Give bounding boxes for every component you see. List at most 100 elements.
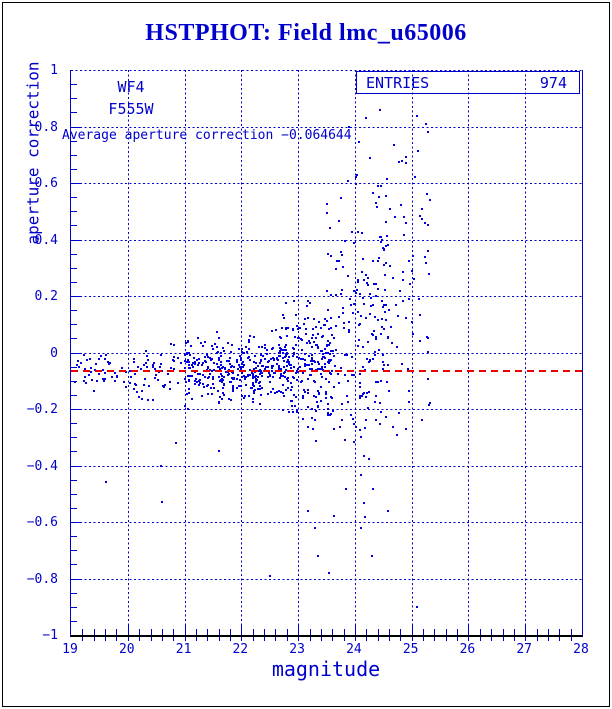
scatter-point <box>284 348 287 351</box>
x-minor-tick <box>105 629 107 635</box>
scatter-point <box>326 408 329 411</box>
y-minor-tick <box>71 493 77 495</box>
x-minor-tick <box>570 629 572 635</box>
x-tick-label: 22 <box>232 642 249 657</box>
scatter-point <box>240 363 243 366</box>
scatter-point <box>161 384 164 387</box>
x-outer-tick <box>82 637 84 641</box>
scatter-point <box>343 321 345 324</box>
scatter-point <box>392 144 395 146</box>
scatter-point <box>359 293 362 296</box>
scatter-point <box>321 335 324 337</box>
x-minor-tick <box>150 629 152 635</box>
scatter-point <box>183 377 186 380</box>
scatter-point <box>286 387 289 390</box>
scatter-point <box>221 397 224 400</box>
scatter-point <box>285 327 288 330</box>
y-minor-tick <box>71 606 77 608</box>
scatter-point <box>221 374 224 377</box>
scatter-point <box>348 298 351 301</box>
scatter-point <box>370 554 373 557</box>
camera-label: WF4 <box>117 78 145 96</box>
gridline-v <box>127 70 129 635</box>
scatter-point <box>259 403 262 406</box>
scatter-point <box>344 438 347 441</box>
scatter-point <box>221 391 224 394</box>
scatter-point <box>319 367 322 370</box>
scatter-point <box>128 381 131 384</box>
scatter-point <box>205 368 208 371</box>
y-tick-label: −1 <box>42 628 58 643</box>
scatter-point <box>292 376 295 379</box>
scatter-point <box>255 374 258 377</box>
scatter-point <box>185 352 188 355</box>
scatter-point <box>345 488 348 490</box>
scatter-point <box>297 337 300 340</box>
scatter-point <box>307 377 310 380</box>
scatter-point <box>405 221 408 224</box>
scatter-point <box>169 380 171 383</box>
scatter-point <box>329 342 332 345</box>
scatter-point <box>218 400 221 403</box>
entries-value: 974 <box>539 73 567 92</box>
scatter-point <box>158 365 161 368</box>
scatter-point <box>221 378 224 381</box>
scatter-point <box>326 351 329 354</box>
scatter-point <box>209 386 212 389</box>
scatter-point <box>354 292 357 295</box>
scatter-point <box>191 362 194 365</box>
scatter-point <box>385 178 388 180</box>
scatter-point <box>364 274 367 277</box>
scatter-point <box>103 380 106 382</box>
scatter-point <box>426 350 429 353</box>
scatter-point <box>123 380 126 383</box>
scatter-point <box>316 367 319 370</box>
scatter-point <box>240 350 243 353</box>
scatter-point <box>247 338 250 341</box>
scatter-point <box>315 409 318 412</box>
scatter-point <box>374 380 377 383</box>
scatter-point <box>404 156 407 159</box>
y-tick-label: 1 <box>50 63 58 78</box>
x-minor-tick <box>536 629 538 635</box>
scatter-point <box>269 358 272 361</box>
x-tick-label: 21 <box>175 642 192 657</box>
scatter-point <box>236 367 239 370</box>
scatter-point <box>296 411 299 414</box>
scatter-point <box>270 347 273 350</box>
scatter-point <box>288 363 291 366</box>
scatter-point <box>284 368 287 371</box>
scatter-point <box>76 363 78 366</box>
scatter-point <box>338 382 341 385</box>
scatter-point <box>354 182 357 185</box>
scatter-point <box>411 332 414 335</box>
scatter-point <box>321 375 324 378</box>
scatter-point <box>427 249 430 252</box>
scatter-point <box>379 401 381 404</box>
scatter-point <box>285 355 288 358</box>
scatter-point <box>241 376 244 379</box>
scatter-point <box>129 375 132 378</box>
gridline-h <box>71 522 582 523</box>
y-major-tick <box>71 409 81 410</box>
scatter-point <box>425 335 428 338</box>
x-outer-tick <box>241 637 243 641</box>
scatter-point <box>225 359 228 362</box>
gridline-h <box>71 70 582 71</box>
x-outer-tick <box>161 637 163 641</box>
scatter-point <box>384 416 387 419</box>
scatter-point <box>304 327 307 330</box>
scatter-point <box>266 375 269 378</box>
scatter-point <box>113 380 116 383</box>
scatter-point <box>375 395 378 398</box>
scatter-point <box>282 314 285 317</box>
x-minor-tick <box>320 629 322 635</box>
scatter-point <box>190 363 193 366</box>
y-minor-tick <box>71 211 77 213</box>
scatter-point <box>206 392 209 395</box>
scatter-point <box>243 394 246 397</box>
scatter-point <box>172 359 175 362</box>
scatter-point <box>366 391 368 394</box>
x-outer-tick <box>354 637 356 641</box>
scatter-point <box>326 345 328 348</box>
